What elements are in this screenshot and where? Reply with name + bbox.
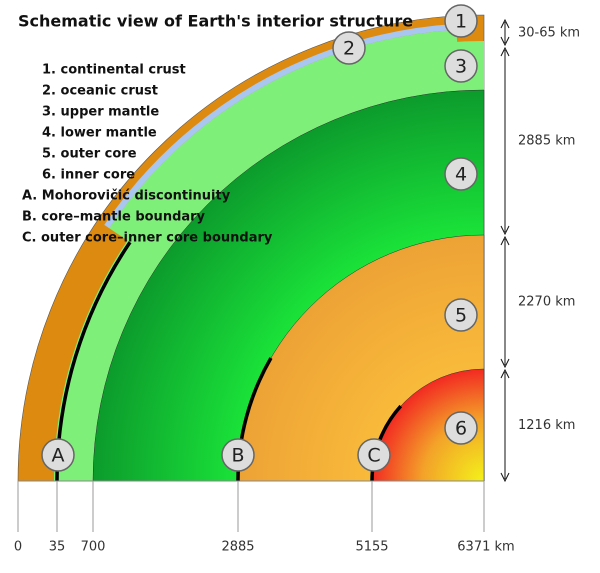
legend: 1. continental crust 2. oceanic crust 3. u… [22, 63, 273, 246]
marker-label: C [367, 445, 380, 467]
legend-item: 3. upper mantle [42, 105, 159, 120]
marker-label: 1 [455, 11, 467, 33]
title: Schematic view of Earth's interior struc… [18, 12, 413, 31]
arrow-head [500, 18, 510, 29]
earth-layers [17, 14, 485, 482]
tick-label: 35 [49, 540, 66, 555]
marker-circle [444, 157, 478, 191]
marker-label: 5 [455, 305, 467, 327]
tick-label: 2885 [221, 540, 254, 555]
marker-label: B [231, 445, 244, 467]
depth-scale: 30-65 km 2885 km 2270 km 1216 km [500, 18, 580, 483]
marker-circle [444, 49, 478, 83]
marker-circle [221, 438, 255, 472]
marker-circle [357, 438, 391, 472]
legend-item: B. core–mantle boundary [22, 210, 206, 225]
depth-label: 2270 km [518, 295, 575, 310]
marker-label: 6 [455, 418, 467, 440]
tick-label: 6371 km [457, 540, 514, 555]
arrow-head [500, 46, 510, 57]
arrow-head [500, 472, 510, 483]
legend-item: 5. outer core [42, 147, 137, 162]
depth-label: 30-65 km [518, 26, 580, 41]
arrow-head [500, 36, 510, 47]
marker-circle [444, 4, 478, 38]
legend-item: C. outer core–inner core boundary [22, 231, 273, 246]
upper-mantle-top [407, 41, 484, 60]
marker-label: A [52, 445, 65, 467]
marker-circle [332, 31, 366, 65]
arrow-head [500, 368, 510, 379]
marker-label: 4 [455, 164, 467, 186]
tick-label: 5155 [355, 540, 388, 555]
arrow-head [500, 235, 510, 246]
legend-item: 6. inner core [42, 168, 135, 183]
marker-circle [444, 411, 478, 445]
depth-label: 2885 km [518, 134, 575, 149]
marker-label: 2 [343, 38, 355, 60]
axis: 0 35 700 2885 5155 6371 km [14, 480, 515, 555]
arrow-head [500, 358, 510, 369]
arrow-head [500, 225, 510, 236]
marker-circle [444, 298, 478, 332]
oceanic-crust [104, 23, 457, 229]
markers: 1 2 3 4 5 6 A B C [41, 4, 478, 472]
tick-label: 700 [81, 540, 106, 555]
depth-label: 1216 km [518, 418, 575, 433]
legend-item: 1. continental crust [42, 63, 186, 78]
marker-circle [41, 438, 75, 472]
tick-label: 0 [14, 540, 22, 555]
legend-item: 4. lower mantle [42, 126, 157, 141]
legend-item: A. Mohorovičić discontinuity [22, 189, 231, 204]
marker-label: 3 [455, 56, 467, 78]
legend-item: 2. oceanic crust [42, 84, 158, 99]
